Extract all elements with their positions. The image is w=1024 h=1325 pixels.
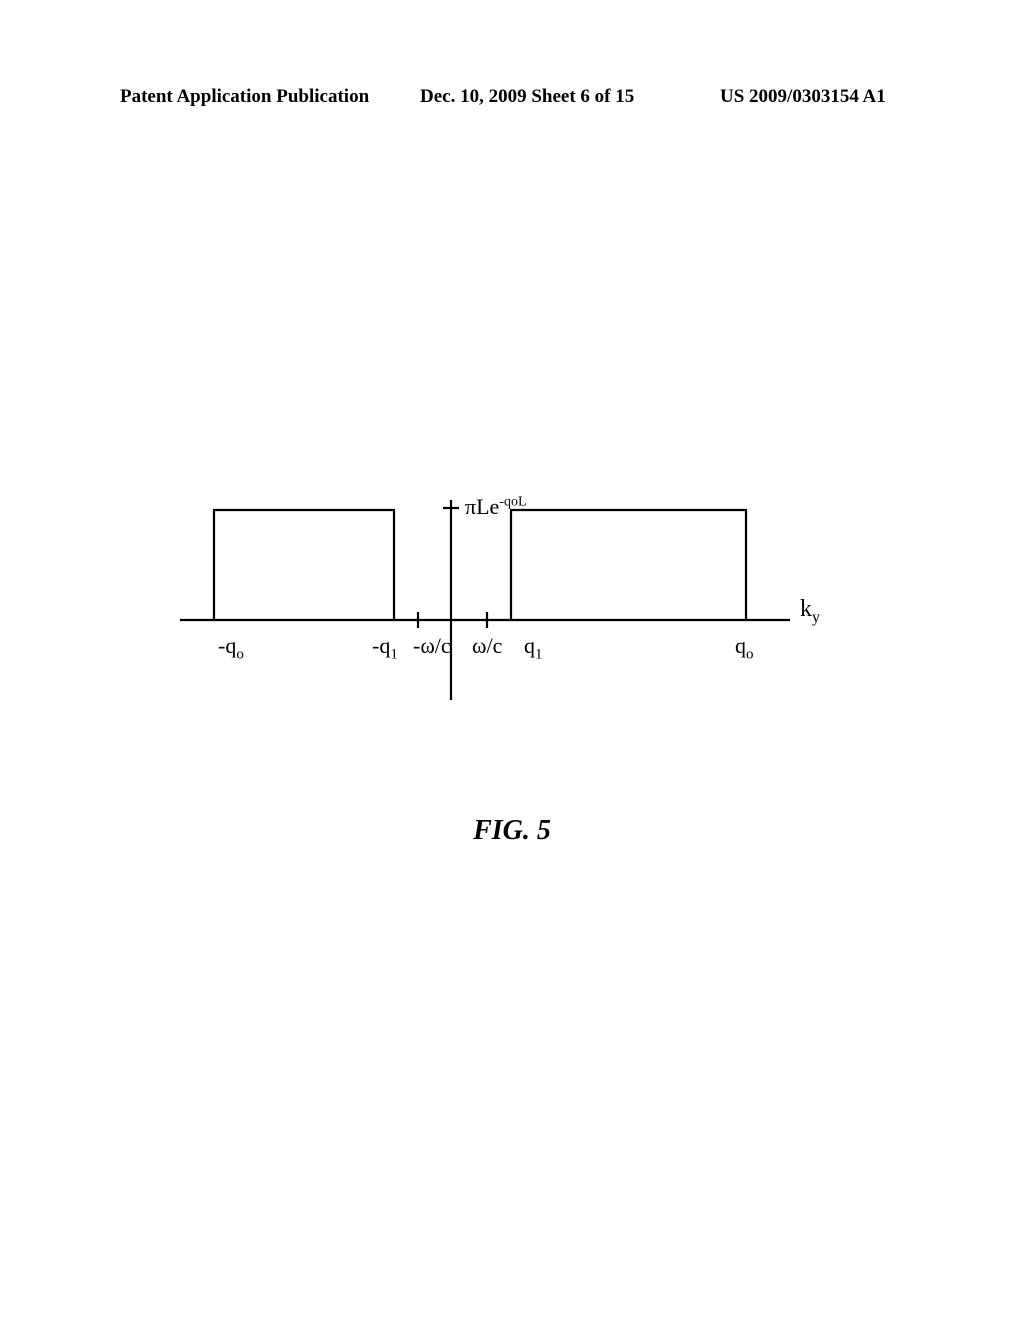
tick-neg-omega-c-text: -ω/c [413,633,451,658]
tick-pos-q0-sub: o [746,646,754,662]
figure-svg [0,0,1024,1320]
axis-label-k: k [800,596,812,622]
tick-neg-q1: -q1 [372,633,398,663]
figure-5: ky πLe-qoL -qo -q1 -ω/c ω/c q1 qo [0,0,1024,1320]
formula-exp: -qoL [499,495,526,510]
tick-neg-q0-text: -q [218,633,236,658]
tick-neg-q1-sub: 1 [390,646,398,662]
tick-neg-q0: -qo [218,633,244,663]
tick-pos-q0: qo [735,633,754,663]
axis-label-sub: y [812,609,820,626]
tick-pos-q1: q1 [524,633,543,663]
tick-pos-omega-c-text: ω/c [472,633,502,658]
tick-pos-q1-sub: 1 [535,646,543,662]
x-axis-label: ky [800,596,820,627]
tick-neg-q0-sub: o [236,646,244,662]
y-peak-formula: πLe-qoL [465,494,527,520]
tick-pos-q0-text: q [735,633,746,658]
tick-neg-q1-text: -q [372,633,390,658]
page: Patent Application Publication Dec. 10, … [0,0,1024,1320]
tick-pos-omega-c: ω/c [472,633,502,659]
caption-text: FIG. 5 [473,815,551,846]
tick-neg-omega-c: -ω/c [413,633,451,659]
tick-pos-q1-text: q [524,633,535,658]
formula-base: πLe [465,494,499,519]
figure-caption: FIG. 5 [0,815,1024,847]
